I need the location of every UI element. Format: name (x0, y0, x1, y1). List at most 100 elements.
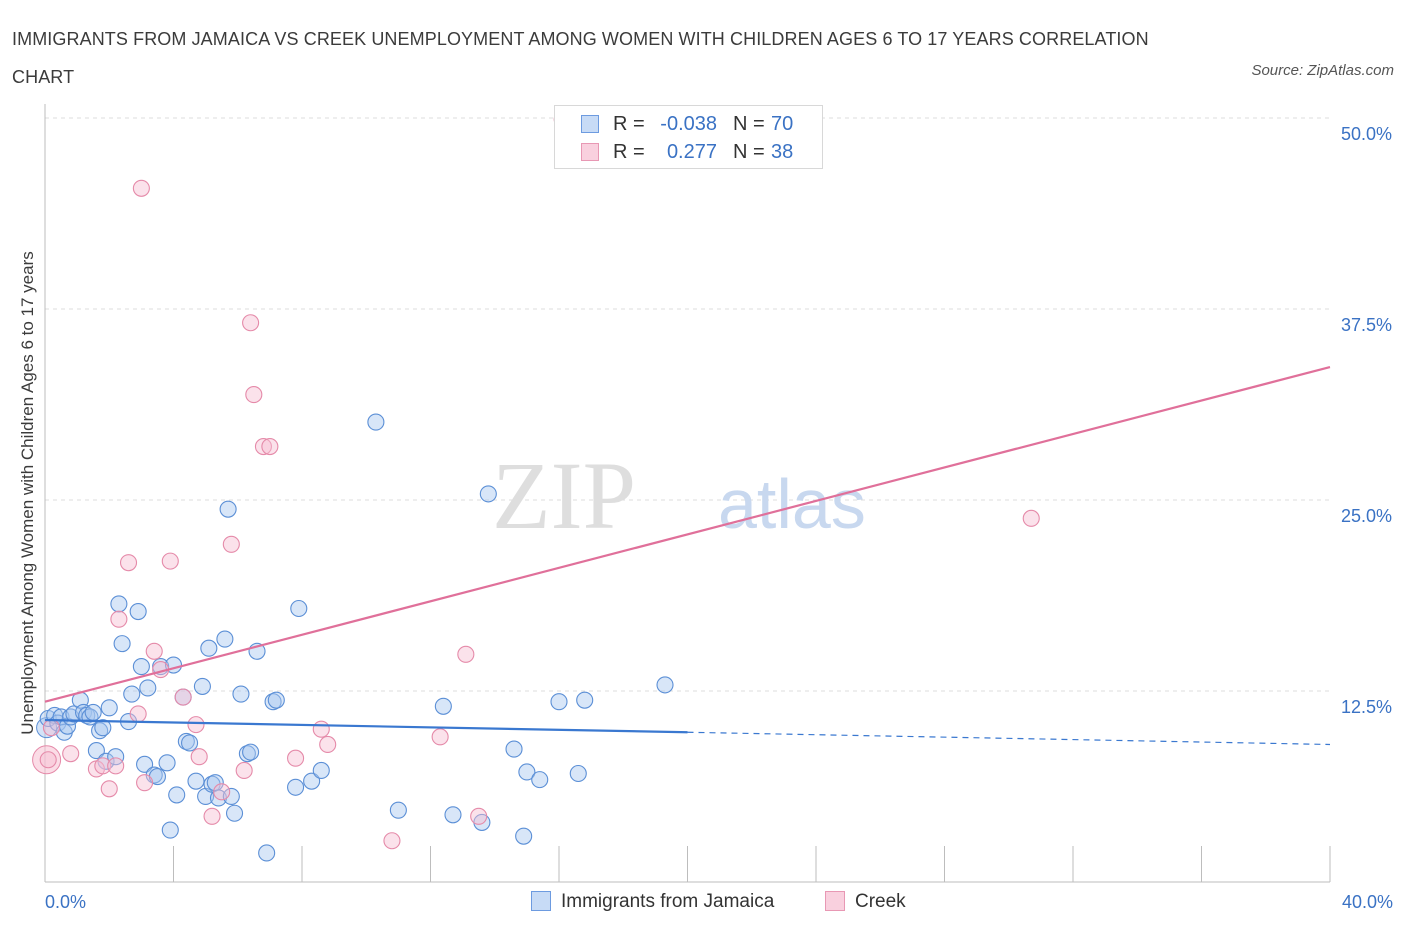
jamaica-point (389, 801, 407, 819)
creek-point (431, 728, 449, 746)
source-label: Source: ZipAtlas.com (1251, 62, 1394, 79)
jamaica-point (550, 693, 568, 711)
legend-row-jamaica: R = -0.038 N = 70 (555, 110, 822, 138)
jamaica-point (100, 699, 118, 717)
watermark-atlas: atlas (718, 465, 866, 543)
y-axis-label: Unemployment Among Women with Children A… (18, 251, 37, 735)
legend-r-value: 0.277 (666, 141, 717, 163)
correlation-legend: R = -0.038 N = 70 R = 0.277 N = 38 (554, 105, 823, 169)
y-tick-label: 12.5% (1341, 697, 1392, 717)
jamaica-point (219, 500, 237, 518)
jamaica-point (91, 722, 109, 740)
y-tick-label: 25.0% (1341, 506, 1392, 526)
jamaica-point (303, 772, 321, 790)
jamaica-point (161, 821, 179, 839)
x-tick-label: 0.0% (45, 892, 86, 912)
grid-lines (45, 117, 1330, 692)
jamaica-point (232, 685, 250, 703)
data-points (32, 110, 1040, 862)
legend-swatch-pink (825, 891, 845, 911)
creek-point (132, 179, 150, 197)
creek-point (32, 745, 62, 775)
jamaica-point (123, 685, 141, 703)
legend-item-jamaica[interactable]: Immigrants from Jamaica (531, 888, 774, 916)
jamaica-point (444, 806, 462, 824)
jamaica-point (110, 595, 128, 613)
jamaica-point (225, 804, 244, 822)
jamaica-point (222, 787, 240, 805)
jamaica-point (200, 639, 218, 657)
series-legend: Immigrants from Jamaica Creek (0, 888, 1406, 916)
legend-r-label: R = (613, 141, 645, 163)
creek-point (213, 783, 231, 801)
creek-point (190, 748, 208, 766)
creek-point (174, 688, 192, 706)
creek-point (261, 437, 279, 456)
creek-point (129, 705, 147, 723)
creek-point (203, 807, 221, 825)
legend-row-creek: R = 0.277 N = 38 (555, 138, 822, 166)
creek-point (145, 642, 163, 660)
jamaica-point (187, 772, 205, 790)
creek-point (1022, 509, 1040, 527)
jamaica-point (505, 740, 523, 758)
jamaica-point (216, 630, 234, 648)
creek-point (245, 386, 263, 404)
legend-item-creek[interactable]: Creek (825, 888, 906, 916)
legend-swatch-blue (531, 891, 551, 911)
watermark-zip: ZIP (492, 442, 636, 549)
legend-n-label: N = (733, 113, 765, 135)
creek-trend-line (44, 365, 1331, 703)
jamaica-point (129, 602, 147, 621)
legend-n-label: N = (733, 141, 765, 163)
creek-point (242, 314, 260, 332)
x-tick-label: 40.0% (1342, 892, 1393, 912)
creek-point (222, 535, 240, 553)
jamaica-point (94, 719, 112, 737)
legend-swatch-pink (581, 143, 599, 161)
creek-point (39, 751, 57, 769)
legend-swatch-blue (581, 115, 599, 133)
creek-point (457, 645, 475, 663)
jamaica-point (518, 763, 536, 781)
creek-point (470, 807, 488, 825)
jamaica-point (479, 485, 497, 503)
creek-point (100, 780, 118, 798)
creek-point (312, 720, 330, 738)
jamaica-point (181, 734, 199, 752)
jamaica-trend-extension (687, 731, 1331, 746)
y-tick-label: 50.0% (1341, 124, 1392, 144)
legend-label-creek: Creek (855, 891, 906, 912)
creek-point (119, 554, 138, 572)
jamaica-point (139, 679, 157, 697)
trend-lines (44, 365, 1331, 746)
jamaica-point (267, 691, 285, 709)
jamaica-point (158, 754, 176, 772)
jamaica-point (434, 697, 452, 715)
creek-point (254, 437, 273, 456)
jamaica-point (87, 742, 105, 760)
creek-point (319, 735, 337, 754)
jamaica-trend-line (44, 718, 688, 734)
jamaica-point (367, 413, 385, 431)
creek-point (136, 774, 154, 792)
legend-n-value: 70 (771, 113, 794, 135)
jamaica-point (168, 786, 186, 804)
creek-point (94, 757, 112, 775)
legend-label-jamaica: Immigrants from Jamaica (561, 891, 775, 912)
chart-title: IMMIGRANTS FROM JAMAICA VS CREEK UNEMPLO… (12, 29, 1149, 87)
legend-n-value: 38 (771, 141, 794, 163)
jamaica-point (569, 764, 587, 783)
creek-point (187, 716, 205, 734)
creek-point (110, 610, 128, 628)
tick-labels: 12.5% 25.0% 37.5% 50.0% 0.0% 40.0% (45, 124, 1393, 912)
creek-point (235, 761, 253, 780)
jamaica-point (84, 703, 102, 721)
creek-point (287, 749, 305, 767)
jamaica-point (312, 761, 330, 780)
jamaica-point (531, 771, 549, 789)
jamaica-point (576, 691, 594, 709)
creek-point (42, 719, 60, 737)
creek-point (161, 552, 179, 570)
